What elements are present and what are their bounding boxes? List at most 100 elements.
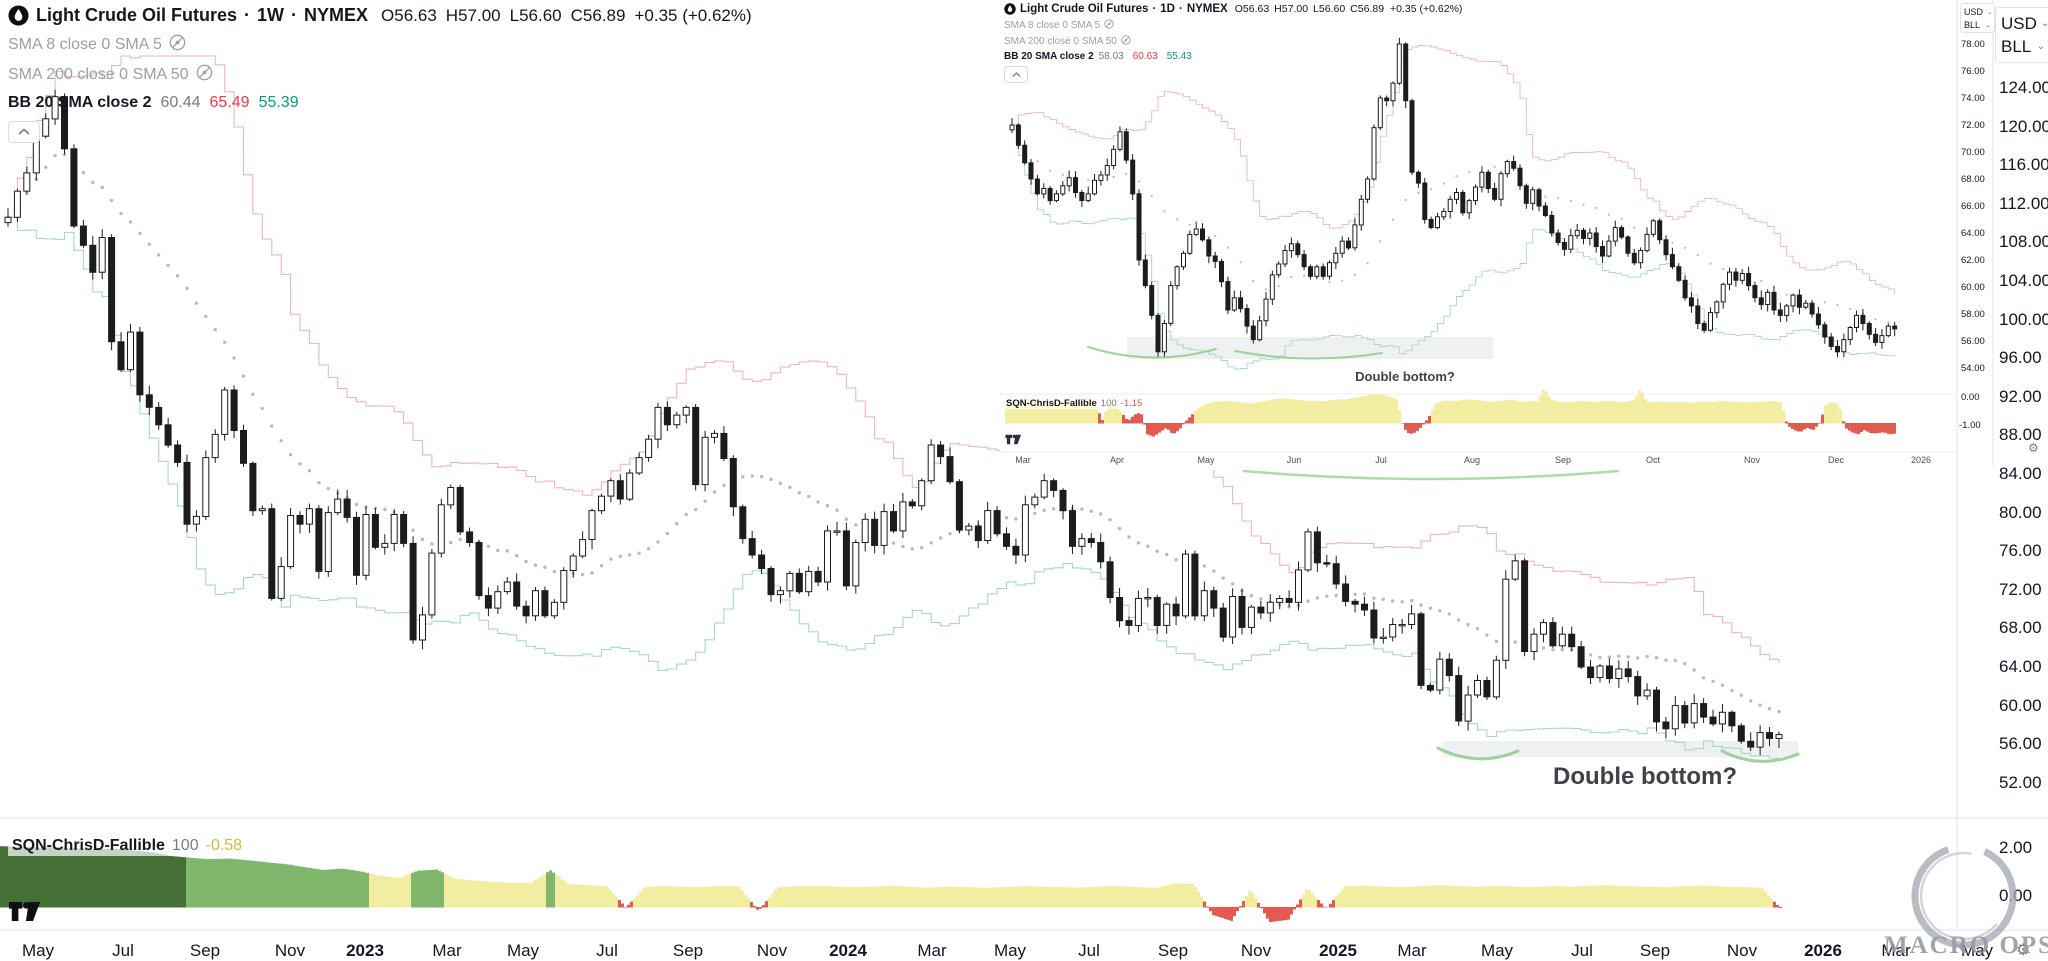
exchange-label: NYMEX — [304, 5, 369, 25]
inset-price-tick-label: 72.00 — [1961, 120, 1985, 131]
inset-double-bottom-annotation[interactable]: Double bottom? — [1355, 369, 1455, 384]
bollinger-upper-band — [8, 55, 1780, 664]
time-tick-label: Jul — [112, 941, 134, 960]
sqn-indicator-legend[interactable]: SQN-ChrisD-Fallible 100 -0.58 — [8, 836, 247, 856]
eye-hidden-icon[interactable] — [169, 34, 186, 56]
inset-currency-dropdown[interactable]: USD ⌄ — [1964, 6, 1993, 17]
time-tick-label: Sep — [1639, 941, 1671, 960]
macro-ops-watermark: MACRO OPS — [1884, 840, 2048, 960]
inset-time-tick-label: Sep — [1554, 455, 1572, 465]
inset-chart-legend: Light Crude Oil Futures · 1D · NYMEX O56… — [1004, 3, 1462, 83]
inset-unit-dropdown[interactable]: BLL ⌄ — [1964, 19, 1991, 30]
crude-oil-icon — [8, 5, 29, 26]
inset-tradingview-logo[interactable] — [1005, 432, 1022, 450]
sqn-current-value: -0.58 — [205, 837, 243, 854]
indicator-row-bollinger[interactable]: BB 20 SMA close 2 60.44 65.49 55.39 — [8, 94, 299, 111]
price-tick-label: 120.00 — [1999, 116, 2048, 136]
tradingview-logo[interactable] — [8, 901, 42, 927]
time-tick-label: Jul — [1571, 941, 1593, 960]
inset-annotation-arc-spill[interactable] — [1242, 469, 1620, 481]
time-tick-label: May — [1480, 941, 1514, 960]
time-tick-label: May — [21, 941, 55, 960]
inset-double-bottom-arc-right[interactable] — [1234, 350, 1383, 360]
price-tick-label: 108.00 — [1999, 232, 2048, 252]
time-tick-label: Sep — [672, 941, 704, 960]
indicator-row-sma-fast[interactable]: SMA 8 close 0 SMA 5 — [8, 34, 752, 56]
price-tick-label: 56.00 — [1999, 734, 2042, 754]
price-tick-label: 80.00 — [1999, 502, 2042, 522]
inset-price-tick-label: 56.00 — [1961, 336, 1985, 347]
inset-time-tick-label: Oct — [1645, 455, 1661, 465]
sqn-tick-label: 2.00 — [1999, 838, 2033, 857]
inset-axis-settings-gear-icon[interactable]: ⚙ — [2028, 441, 2039, 455]
inset-sqn-tick-label: 0.00 — [1961, 392, 1980, 403]
inset-time-tick-label: Jul — [1375, 455, 1387, 465]
double-bottom-arc-right[interactable] — [1720, 749, 1800, 763]
price-tick-label: 64.00 — [1999, 657, 2042, 676]
time-tick-label: 2026 — [1804, 941, 1842, 960]
crude-oil-icon — [1004, 3, 1016, 15]
symbol-title: Light Crude Oil Futures — [36, 5, 237, 25]
support-zone-highlight[interactable] — [1443, 741, 1798, 757]
inset-ohlc-values: O56.63 H57.00 L56.60 C56.89 — [1234, 3, 1385, 15]
time-tick-label: May — [993, 941, 1027, 960]
bb-basis-value: 60.44 — [160, 94, 201, 111]
inset-price-tick-label: 74.00 — [1961, 93, 1985, 104]
inset-price-tick-label: 54.00 — [1961, 363, 1985, 374]
inset-sqn-tick-label: -1.00 — [1959, 420, 1981, 431]
price-tick-label: 88.00 — [1999, 425, 2042, 445]
bollinger-lower-band — [8, 216, 1780, 761]
inset-time-tick-label: May — [1197, 455, 1215, 465]
time-tick-label: Mar — [917, 941, 947, 960]
double-bottom-arc-left[interactable] — [1436, 746, 1520, 761]
ohlc-values: O56.63 H57.00 L56.60 C56.89 — [381, 5, 626, 25]
time-axis-settings-gear-icon[interactable]: ⚙ — [2016, 942, 2031, 959]
candles — [4, 89, 1783, 756]
price-tick-label: 60.00 — [1999, 695, 2042, 715]
title-separator: · — [244, 5, 250, 25]
time-tick-label: Jul — [596, 941, 618, 960]
inset-panel-background — [1000, 0, 1957, 470]
inset-sqn-indicator-legend[interactable]: SQN-ChrisD-Fallible 100 -1.15 — [1004, 398, 1145, 409]
unit-dropdown[interactable]: BLL ⌄ — [2001, 36, 2045, 56]
eye-hidden-icon[interactable] — [1104, 19, 1114, 32]
inset-time-tick-label: Apr — [1109, 455, 1125, 465]
change-label: +0.35 (+0.62%) — [634, 5, 752, 25]
double-bottom-annotation[interactable]: Double bottom? — [1553, 763, 1737, 790]
inset-legend-collapse-button[interactable] — [1004, 66, 1028, 83]
inset-price-tick-label: 58.00 — [1961, 309, 1985, 320]
inset-timeframe-label[interactable]: 1D — [1160, 3, 1175, 15]
eye-hidden-icon[interactable] — [1121, 35, 1131, 48]
time-tick-label: 2025 — [1319, 941, 1357, 960]
bb-upper-value: 60.63 — [1132, 51, 1158, 62]
inset-price-tick-label: 64.00 — [1961, 228, 1985, 239]
price-tick-label: 104.00 — [1999, 271, 2048, 290]
inset-price-tick-label: 62.00 — [1961, 255, 1985, 266]
inset-sqn-current-value: -1.15 — [1120, 398, 1143, 409]
currency-dropdown[interactable]: USD ⌄ — [2001, 13, 2048, 33]
inset-currency-unit-selector: USD ⌄ BLL ⌄ — [1960, 3, 1995, 33]
price-tick-label: 112.00 — [1999, 193, 2048, 213]
symbol-title-row[interactable]: Light Crude Oil Futures · 1W · NYMEX O56… — [8, 5, 752, 26]
inset-double-bottom-arc-left[interactable] — [1087, 346, 1217, 359]
price-tick-label: 72.00 — [1999, 579, 2042, 599]
main-chart-pane — [4, 55, 1800, 763]
inset-indicator-row-bollinger[interactable]: BB 20 SMA close 2 58.03 60.63 55.43 — [1004, 51, 1192, 62]
inset-indicator-row-sma-fast[interactable]: SMA 8 close 0 SMA 5 — [1004, 19, 1462, 32]
inset-symbol-title-row[interactable]: Light Crude Oil Futures · 1D · NYMEX O56… — [1004, 3, 1462, 15]
bollinger-lower-band — [1012, 124, 1896, 370]
main-chart-legend: Light Crude Oil Futures · 1W · NYMEX O56… — [8, 5, 752, 143]
eye-hidden-icon[interactable] — [196, 64, 213, 86]
legend-collapse-button[interactable] — [8, 121, 40, 143]
time-tick-label: Mar — [1397, 941, 1427, 960]
inset-sqn-pane — [1005, 389, 1896, 437]
price-tick-label: 76.00 — [1999, 541, 2042, 561]
chevron-down-icon: ⌄ — [2040, 18, 2048, 29]
inset-indicator-row-sma-slow[interactable]: SMA 200 close 0 SMA 50 — [1004, 35, 1462, 48]
time-tick-label: Jul — [1078, 941, 1100, 960]
indicator-row-sma-slow[interactable]: SMA 200 close 0 SMA 50 — [8, 64, 752, 86]
bollinger-upper-band — [1012, 45, 1896, 294]
timeframe-label[interactable]: 1W — [257, 5, 284, 25]
bb-basis-value: 58.03 — [1098, 51, 1124, 62]
